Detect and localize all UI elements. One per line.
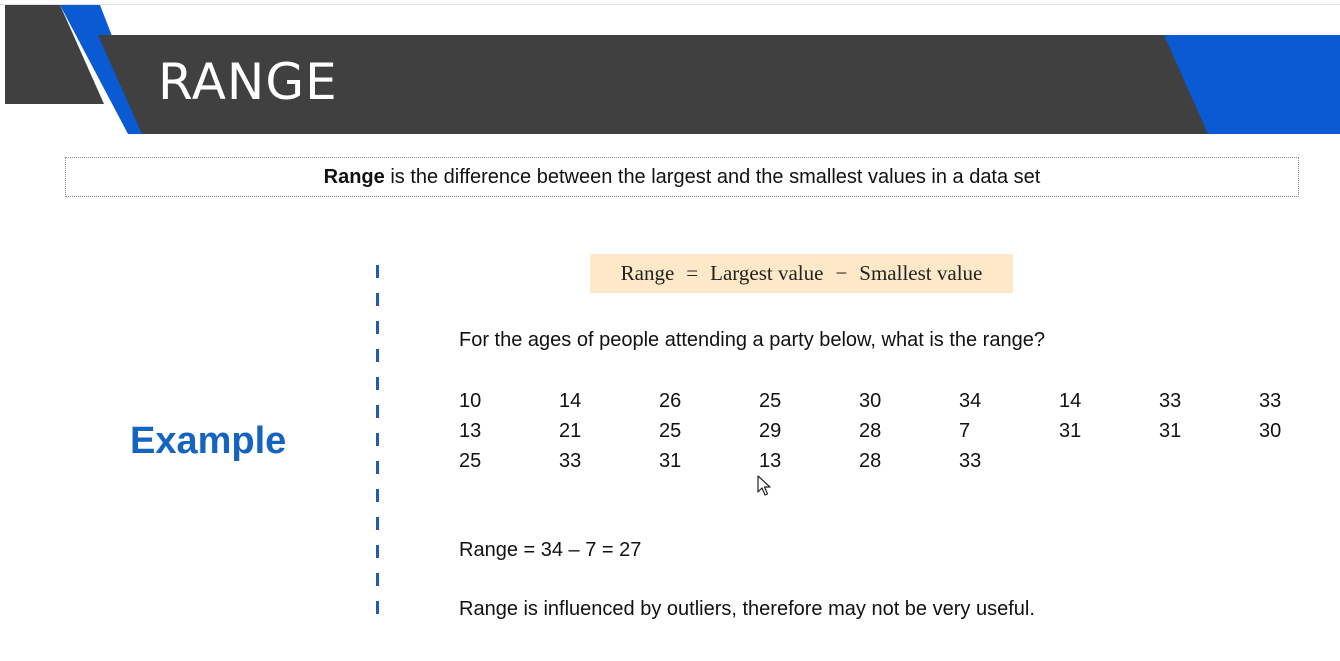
ages-row: 10 14 26 25 30 34 14 33 33 (459, 389, 1340, 419)
age-value: 33 (559, 450, 582, 472)
title-banner (0, 4, 1340, 134)
age-value: 30 (1259, 420, 1282, 442)
formula-equals: = (686, 261, 699, 285)
slide-title: RANGE (158, 53, 338, 111)
mouse-pointer-icon (757, 475, 771, 496)
range-result: Range = 34 – 7 = 27 (459, 539, 642, 561)
age-value: 13 (459, 420, 482, 442)
formula-minus: − (835, 261, 848, 285)
definition-text: is the difference between the largest an… (384, 165, 1041, 188)
banner-top-line (0, 4, 1340, 5)
age-value: 33 (959, 450, 982, 472)
age-value: 14 (559, 390, 582, 412)
example-label: Example (130, 420, 287, 462)
ages-row: 25 33 31 13 28 33 (459, 449, 1340, 479)
age-value: 10 (459, 390, 482, 412)
range-formula: Range = Largest value − Smallest value (590, 254, 1013, 293)
definition-box: Range is the difference between the larg… (65, 157, 1299, 197)
banner-accent-left (60, 5, 150, 134)
age-value: 31 (1059, 420, 1082, 442)
age-value: 31 (1159, 420, 1182, 442)
age-value: 28 (859, 420, 882, 442)
question-text: For the ages of people attending a party… (459, 329, 1045, 351)
age-value: 7 (959, 420, 971, 442)
age-value: 25 (459, 450, 482, 472)
age-value: 33 (1159, 390, 1182, 412)
age-value: 25 (759, 390, 782, 412)
age-value: 26 (659, 390, 682, 412)
age-value: 13 (759, 450, 782, 472)
banner-dark-bar (98, 35, 1212, 134)
age-value: 28 (859, 450, 882, 472)
formula-term2: Smallest value (859, 261, 983, 285)
formula-term1: Largest value (710, 261, 824, 285)
definition-term: Range (323, 165, 385, 188)
age-value: 21 (559, 420, 582, 442)
age-value: 33 (1259, 390, 1282, 412)
age-value: 31 (659, 450, 682, 472)
ages-row: 13 21 25 29 28 7 31 31 30 (459, 419, 1340, 449)
age-value: 34 (959, 390, 982, 412)
ages-table: 10 14 26 25 30 34 14 33 33 13 21 25 29 28 7 31 31 30 25 33 3… (459, 389, 1340, 479)
age-value: 14 (1059, 390, 1082, 412)
formula-left: Range (620, 261, 675, 285)
dashed-divider (376, 265, 379, 615)
age-value: 29 (759, 420, 782, 442)
outliers-note: Range is influenced by outliers, therefo… (459, 598, 1035, 620)
age-value: 25 (659, 420, 682, 442)
banner-dark-left (5, 5, 104, 104)
age-value: 30 (859, 390, 882, 412)
banner-accent-right (1164, 35, 1340, 134)
